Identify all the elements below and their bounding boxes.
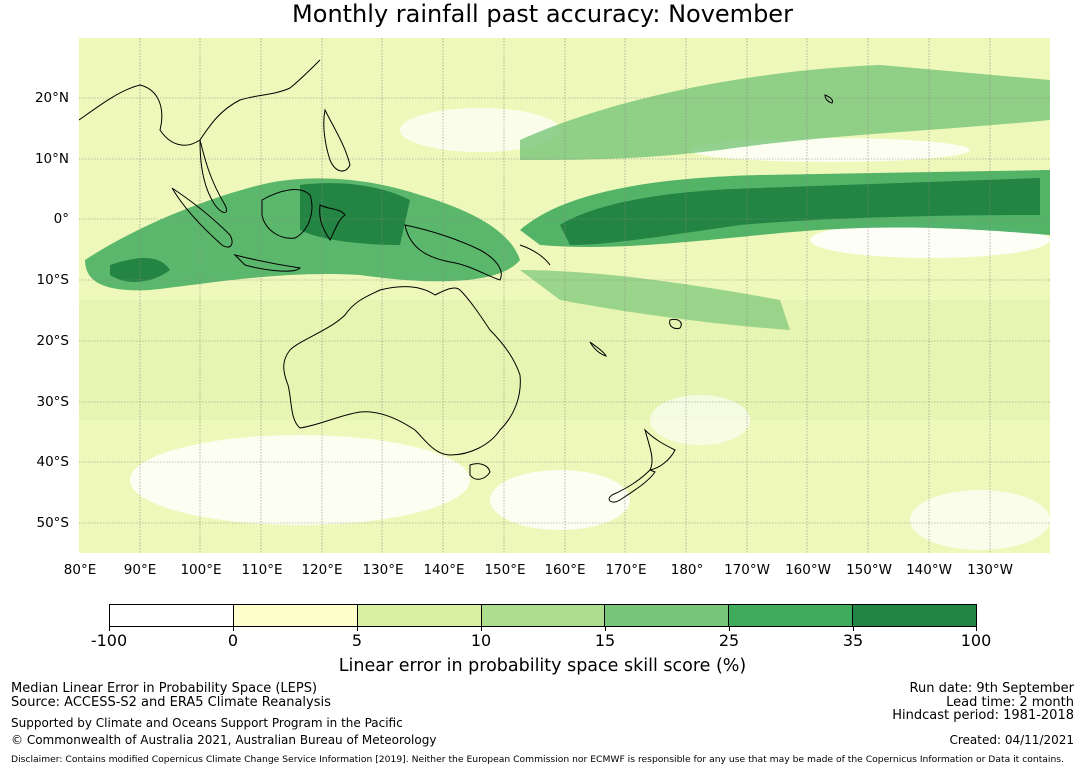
lon-label: 90°E bbox=[123, 562, 157, 578]
new-caledonia-coast bbox=[589, 341, 607, 357]
new-zealand-north-coast bbox=[644, 428, 676, 471]
lon-label: 130°E bbox=[362, 562, 404, 578]
lat-label: 10°N bbox=[34, 151, 69, 167]
lon-label: 140°E bbox=[423, 562, 465, 578]
colorbar-segment bbox=[481, 605, 606, 626]
solomon-islands-coast bbox=[519, 244, 551, 266]
lon-label: 150°W bbox=[846, 562, 892, 578]
lon-label: 180° bbox=[670, 562, 704, 578]
colorbar-label: Linear error in probability space skill … bbox=[338, 656, 747, 676]
footer-hindcast: Hindcast period: 1981-2018 bbox=[892, 708, 1074, 723]
lon-label: 80°E bbox=[63, 562, 97, 578]
graticule bbox=[79, 38, 1050, 553]
white-patch bbox=[910, 490, 1050, 550]
footer-lead-time: Lead time: 2 month bbox=[946, 695, 1074, 710]
map-title: Monthly rainfall past accuracy: November bbox=[292, 0, 793, 28]
lat-label: 20°N bbox=[34, 90, 69, 106]
lat-label: 40°S bbox=[36, 454, 70, 470]
white-patch bbox=[130, 435, 470, 525]
lon-label: 160°W bbox=[785, 562, 831, 578]
ne-band bbox=[520, 65, 1050, 160]
colorbar-tick: 25 bbox=[718, 631, 740, 650]
colorbar-segment bbox=[357, 605, 482, 626]
tasmania-coast bbox=[469, 463, 491, 480]
spcz-band bbox=[520, 270, 790, 330]
lat-label: 50°S bbox=[36, 515, 70, 531]
colorbar bbox=[109, 604, 977, 627]
white-patch bbox=[650, 395, 750, 445]
colorbar-tick: 100 bbox=[960, 631, 992, 650]
colorbar-tick: 35 bbox=[842, 631, 864, 650]
footer-copyright: © Commonwealth of Australia 2021, Austra… bbox=[11, 733, 437, 747]
footer-source: Source: ACCESS-S2 and ERA5 Climate Reana… bbox=[11, 695, 331, 710]
footer-leps: Median Linear Error in Probability Space… bbox=[11, 681, 318, 696]
hawaii-coast bbox=[824, 94, 833, 104]
colorbar-tick: -100 bbox=[90, 631, 128, 650]
skill-map bbox=[79, 38, 1050, 553]
lat-label: 20°S bbox=[36, 333, 70, 349]
colorbar-segment bbox=[605, 605, 730, 626]
lon-label: 140°W bbox=[906, 562, 952, 578]
fiji-coast bbox=[669, 319, 682, 329]
maritime-core bbox=[300, 183, 410, 245]
colorbar-tick: 15 bbox=[594, 631, 616, 650]
lon-label: 100°E bbox=[180, 562, 222, 578]
borneo-coast bbox=[261, 189, 313, 239]
skill-field bbox=[79, 38, 1050, 553]
lat-label: 30°S bbox=[36, 394, 70, 410]
new-guinea-coast bbox=[404, 224, 502, 281]
colorbar-segment bbox=[853, 605, 977, 626]
lon-label: 120°E bbox=[301, 562, 343, 578]
lat-label: 10°S bbox=[36, 272, 70, 288]
lon-label: 170°E bbox=[605, 562, 647, 578]
colorbar-segment bbox=[233, 605, 358, 626]
southern-band bbox=[79, 300, 1050, 420]
lon-label: 110°E bbox=[241, 562, 283, 578]
footer-created: Created: 04/11/2021 bbox=[949, 733, 1074, 747]
colorbar-tick: 10 bbox=[470, 631, 492, 650]
sumatra-coast bbox=[171, 187, 233, 248]
colorbar-tick: 5 bbox=[351, 631, 363, 650]
lon-label: 130°W bbox=[967, 562, 1013, 578]
colorbar-segment bbox=[110, 605, 234, 626]
disclaimer: Disclaimer: Contains modified Copernicus… bbox=[11, 754, 1065, 765]
sulawesi-coast bbox=[319, 204, 346, 242]
java-coast bbox=[233, 254, 302, 272]
lon-label: 150°E bbox=[484, 562, 526, 578]
colorbar-tick: 0 bbox=[227, 631, 239, 650]
lon-label: 170°W bbox=[724, 562, 770, 578]
malay-peninsula-coast bbox=[199, 139, 228, 213]
new-zealand-south-coast bbox=[608, 469, 656, 503]
maritime-band bbox=[85, 178, 520, 291]
lat-label: 0° bbox=[53, 211, 69, 227]
footer-support: Supported by Climate and Oceans Support … bbox=[11, 716, 403, 730]
lon-label: 160°E bbox=[544, 562, 586, 578]
footer-run-date: Run date: 9th September bbox=[909, 681, 1074, 696]
coastlines bbox=[79, 59, 833, 503]
australia-coast bbox=[283, 286, 521, 456]
equatorial-core bbox=[560, 178, 1040, 245]
philippines-coast bbox=[323, 108, 351, 172]
white-patch bbox=[490, 470, 630, 530]
colorbar-segment bbox=[729, 605, 854, 626]
